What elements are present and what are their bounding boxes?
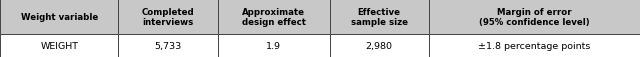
Text: 2,980: 2,980 — [365, 41, 393, 50]
Text: Approximate
design effect: Approximate design effect — [242, 8, 306, 27]
Bar — [0, 34, 118, 57]
Text: 5,733: 5,733 — [154, 41, 182, 50]
Text: Margin of error
(95% confidence level): Margin of error (95% confidence level) — [479, 8, 589, 27]
Bar — [429, 0, 640, 34]
Text: Weight variable: Weight variable — [20, 13, 98, 22]
Bar — [118, 34, 218, 57]
Text: Completed
interviews: Completed interviews — [141, 8, 195, 27]
Bar — [118, 0, 218, 34]
Text: 1.9: 1.9 — [266, 41, 281, 50]
Bar — [0, 0, 118, 34]
Bar — [218, 34, 330, 57]
Bar — [429, 34, 640, 57]
Bar — [330, 0, 429, 34]
Text: Effective
sample size: Effective sample size — [351, 8, 408, 27]
Text: WEIGHT: WEIGHT — [40, 41, 78, 50]
Bar — [218, 0, 330, 34]
Text: ±1.8 percentage points: ±1.8 percentage points — [478, 41, 591, 50]
Bar — [330, 34, 429, 57]
